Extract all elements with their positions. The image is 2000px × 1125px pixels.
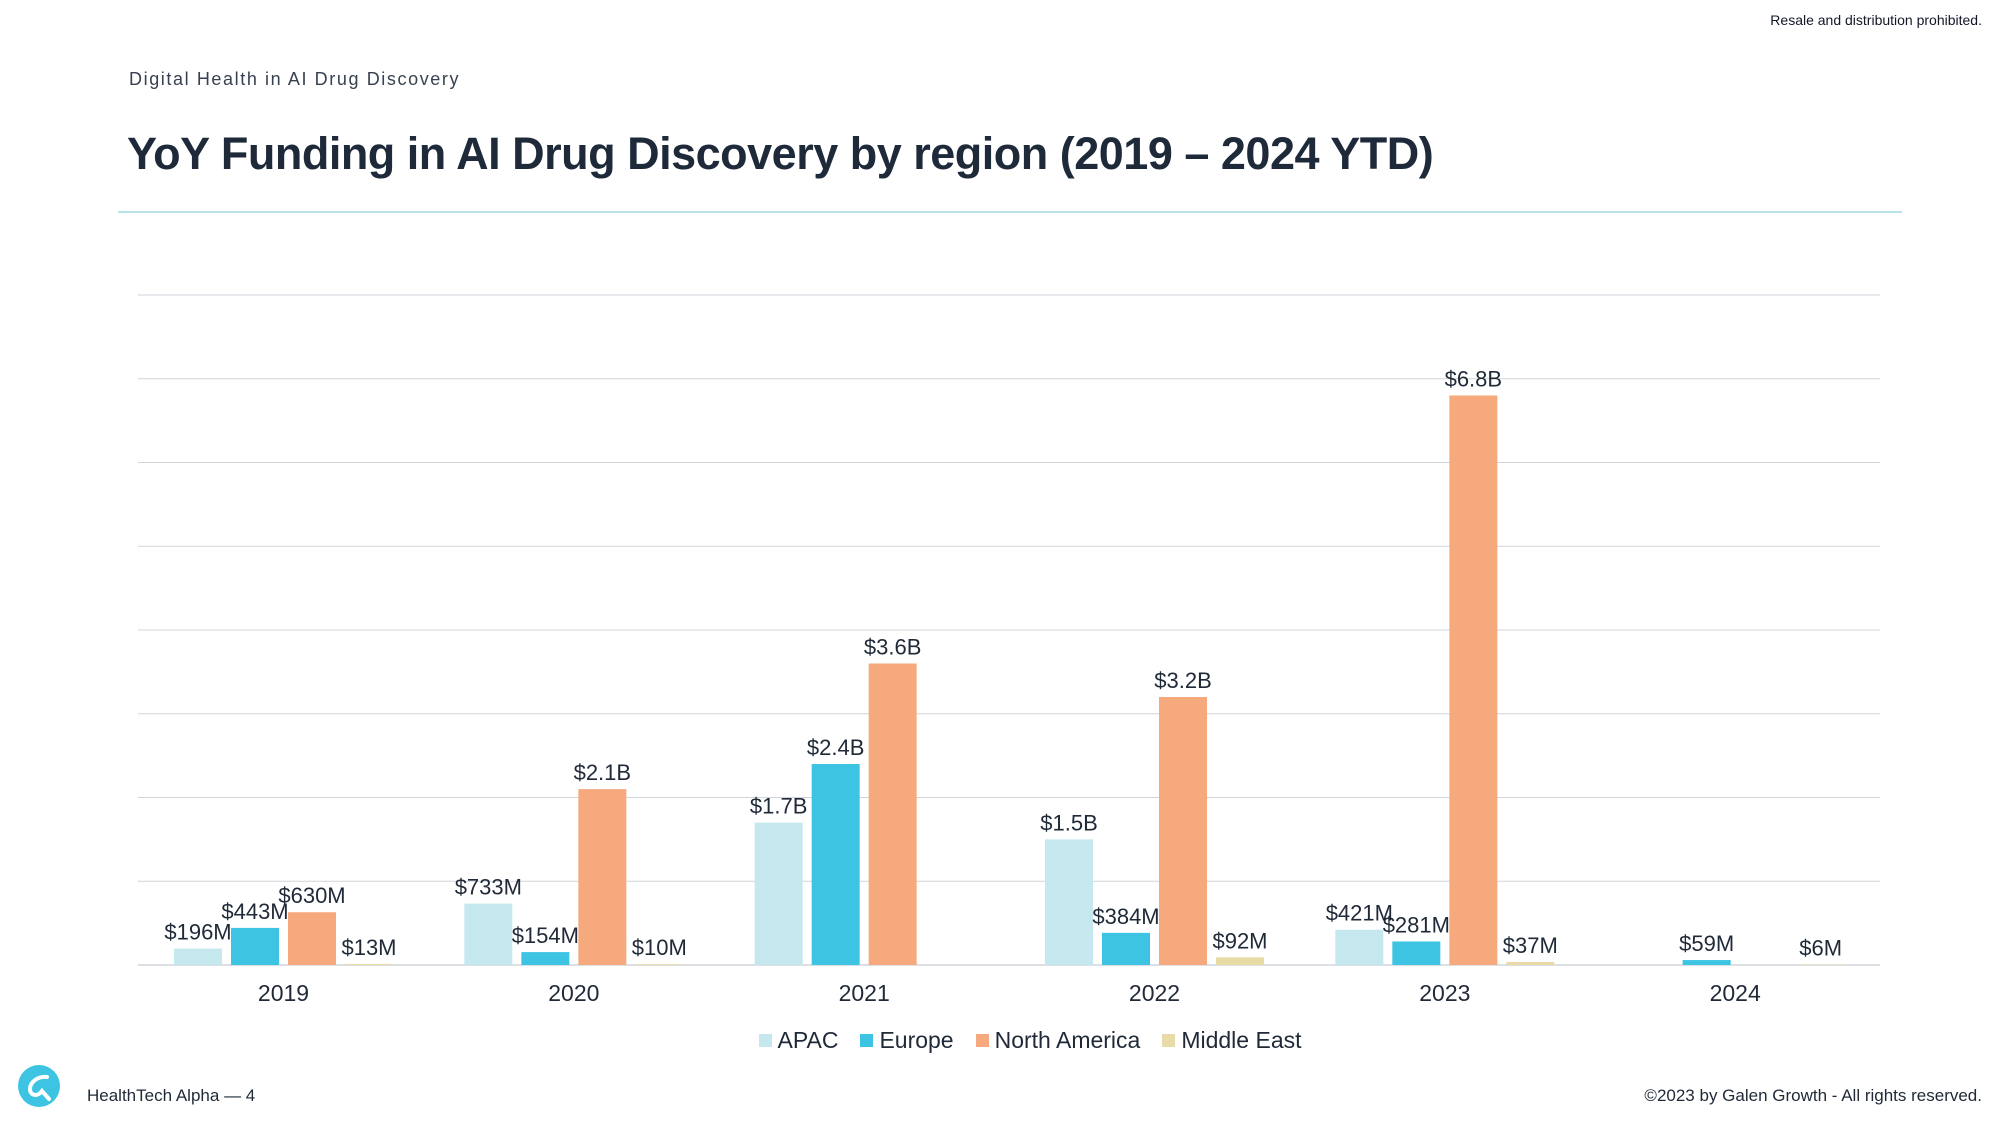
legend-item: North America xyxy=(975,1027,1141,1054)
legend-swatch xyxy=(758,1034,772,1047)
data-label: $196M xyxy=(164,920,231,945)
bar-middle-east xyxy=(1216,957,1264,965)
data-label: $6M xyxy=(1799,935,1842,960)
footer-brand-name: HealthTech Alpha xyxy=(87,1086,220,1105)
legend-label: North America xyxy=(994,1027,1141,1053)
bar-europe xyxy=(521,952,570,965)
bar-middle-east xyxy=(635,964,684,965)
bar-apac xyxy=(754,822,803,965)
chart-legend: APAC Europe North America Middle East xyxy=(0,1027,2000,1054)
data-label: $384M xyxy=(1092,904,1159,929)
bar-europe xyxy=(1392,941,1441,965)
bar-europe xyxy=(1682,960,1731,965)
bar-apac xyxy=(464,903,513,965)
legend-item: Middle East xyxy=(1162,1027,1302,1054)
distribution-notice: Resale and distribution prohibited. xyxy=(1770,12,1982,28)
bar-north-america xyxy=(1449,395,1498,965)
data-label: $13M xyxy=(341,935,396,960)
legend-item: Europe xyxy=(860,1027,954,1054)
legend-swatch xyxy=(975,1034,989,1047)
bar-north-america xyxy=(1159,697,1207,965)
legend-item: APAC xyxy=(758,1027,839,1054)
x-tick-label: 2019 xyxy=(258,980,309,1006)
bar-europe xyxy=(811,764,860,965)
data-label: $443M xyxy=(221,899,288,924)
data-label: $1.5B xyxy=(1040,810,1098,835)
x-tick-label: 2022 xyxy=(1129,980,1180,1006)
page-title: YoY Funding in AI Drug Discovery by regi… xyxy=(127,128,1434,179)
x-tick-label: 2023 xyxy=(1419,980,1470,1006)
legend-label: Middle East xyxy=(1181,1027,1302,1053)
x-tick-label: 2020 xyxy=(548,980,599,1006)
section-eyebrow: Digital Health in AI Drug Discovery xyxy=(129,69,461,89)
healthtech-alpha-logo xyxy=(18,1065,60,1107)
data-label: $733M xyxy=(455,875,522,900)
legend-swatch xyxy=(860,1034,874,1047)
bar-middle-east xyxy=(1796,964,1845,965)
legend-swatch xyxy=(1162,1034,1176,1047)
x-tick-label: 2021 xyxy=(839,980,890,1006)
footer-separator: — xyxy=(224,1086,242,1105)
bar-north-america xyxy=(868,663,917,965)
data-label: $154M xyxy=(512,923,579,948)
data-label: $3.6B xyxy=(864,635,922,660)
bar-apac xyxy=(174,948,222,965)
data-label: $2.4B xyxy=(807,735,865,760)
bar-north-america xyxy=(288,912,336,965)
data-label: $2.1B xyxy=(574,760,632,785)
title-divider xyxy=(118,211,1902,213)
bar-europe xyxy=(231,927,279,965)
data-label: $92M xyxy=(1212,928,1267,953)
footer-copyright: ©2023 by Galen Growth - All rights reser… xyxy=(1644,1086,1982,1105)
data-label: $10M xyxy=(632,935,687,960)
legend-label: Europe xyxy=(879,1027,954,1053)
footer-brand: HealthTech Alpha — 4 xyxy=(87,1086,255,1106)
data-label: $281M xyxy=(1383,912,1450,937)
data-label: $37M xyxy=(1503,933,1558,958)
data-label: $630M xyxy=(278,883,345,908)
bar-apac xyxy=(1045,839,1093,965)
data-label: $3.2B xyxy=(1154,668,1212,693)
x-tick-label: 2024 xyxy=(1710,980,1761,1006)
data-label: $1.7B xyxy=(750,794,808,819)
legend-label: APAC xyxy=(777,1027,839,1053)
bar-europe xyxy=(1102,932,1150,965)
data-label: $421M xyxy=(1326,901,1393,926)
footer-page-number: 4 xyxy=(245,1086,256,1105)
data-label: $59M xyxy=(1679,931,1734,956)
bar-apac xyxy=(1335,929,1384,965)
bar-middle-east xyxy=(345,963,393,965)
bar-middle-east xyxy=(1506,961,1555,965)
bar-north-america xyxy=(578,789,627,965)
data-label: $6.8B xyxy=(1445,367,1503,392)
